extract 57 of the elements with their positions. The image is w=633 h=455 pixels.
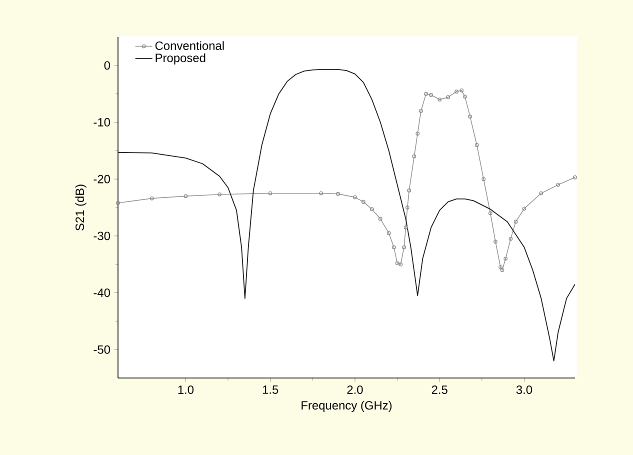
point (498, 265, 502, 270)
point (474, 143, 479, 147)
point (150, 196, 154, 200)
point (405, 206, 410, 210)
x-tick-label: 3.0 (516, 386, 532, 394)
point (500, 268, 504, 272)
point (319, 191, 324, 196)
y-tick-label: -30 (94, 232, 110, 240)
y-tick-label: -20 (94, 174, 110, 184)
point (402, 245, 406, 250)
point (407, 188, 412, 192)
point (522, 206, 526, 211)
point (184, 194, 188, 198)
point (494, 240, 498, 244)
point (446, 95, 450, 100)
point (539, 191, 544, 196)
point (361, 200, 366, 204)
y-tick-label: -10 (94, 118, 110, 126)
point (438, 98, 442, 102)
point (482, 177, 486, 182)
y-tick-label: -50 (94, 345, 110, 354)
point (463, 94, 467, 99)
point (392, 245, 396, 250)
y-tick-label: 0 (104, 61, 110, 70)
point (336, 192, 340, 196)
x-tick-label: 1.0 (178, 386, 194, 394)
point (514, 220, 518, 224)
point (416, 132, 420, 136)
point (488, 211, 492, 216)
point (268, 191, 272, 196)
x-tick-label: 2.5 (432, 386, 448, 394)
point (468, 114, 472, 119)
point (353, 195, 357, 200)
point (556, 182, 560, 187)
point (412, 154, 416, 158)
point (404, 225, 408, 230)
point (395, 261, 400, 266)
legend-label: Proposed (156, 53, 206, 64)
point (504, 256, 508, 261)
y-tick-label: -40 (94, 288, 110, 297)
point (370, 207, 374, 212)
point (386, 231, 391, 236)
y-axis-title: S21 (dB) (75, 184, 86, 231)
x-tick-label: 2.0 (347, 386, 363, 394)
point (378, 216, 382, 221)
point (460, 88, 464, 92)
x-axis-title: Frequency (GHz) (302, 400, 392, 412)
point (429, 93, 434, 97)
point (419, 108, 423, 113)
point (454, 90, 458, 94)
point (424, 92, 428, 96)
point (398, 262, 403, 266)
point (218, 192, 222, 196)
line-series (118, 68, 576, 362)
point (508, 236, 513, 241)
x-tick-label: 1.5 (262, 386, 278, 394)
legend-label: Conventional (155, 41, 224, 50)
